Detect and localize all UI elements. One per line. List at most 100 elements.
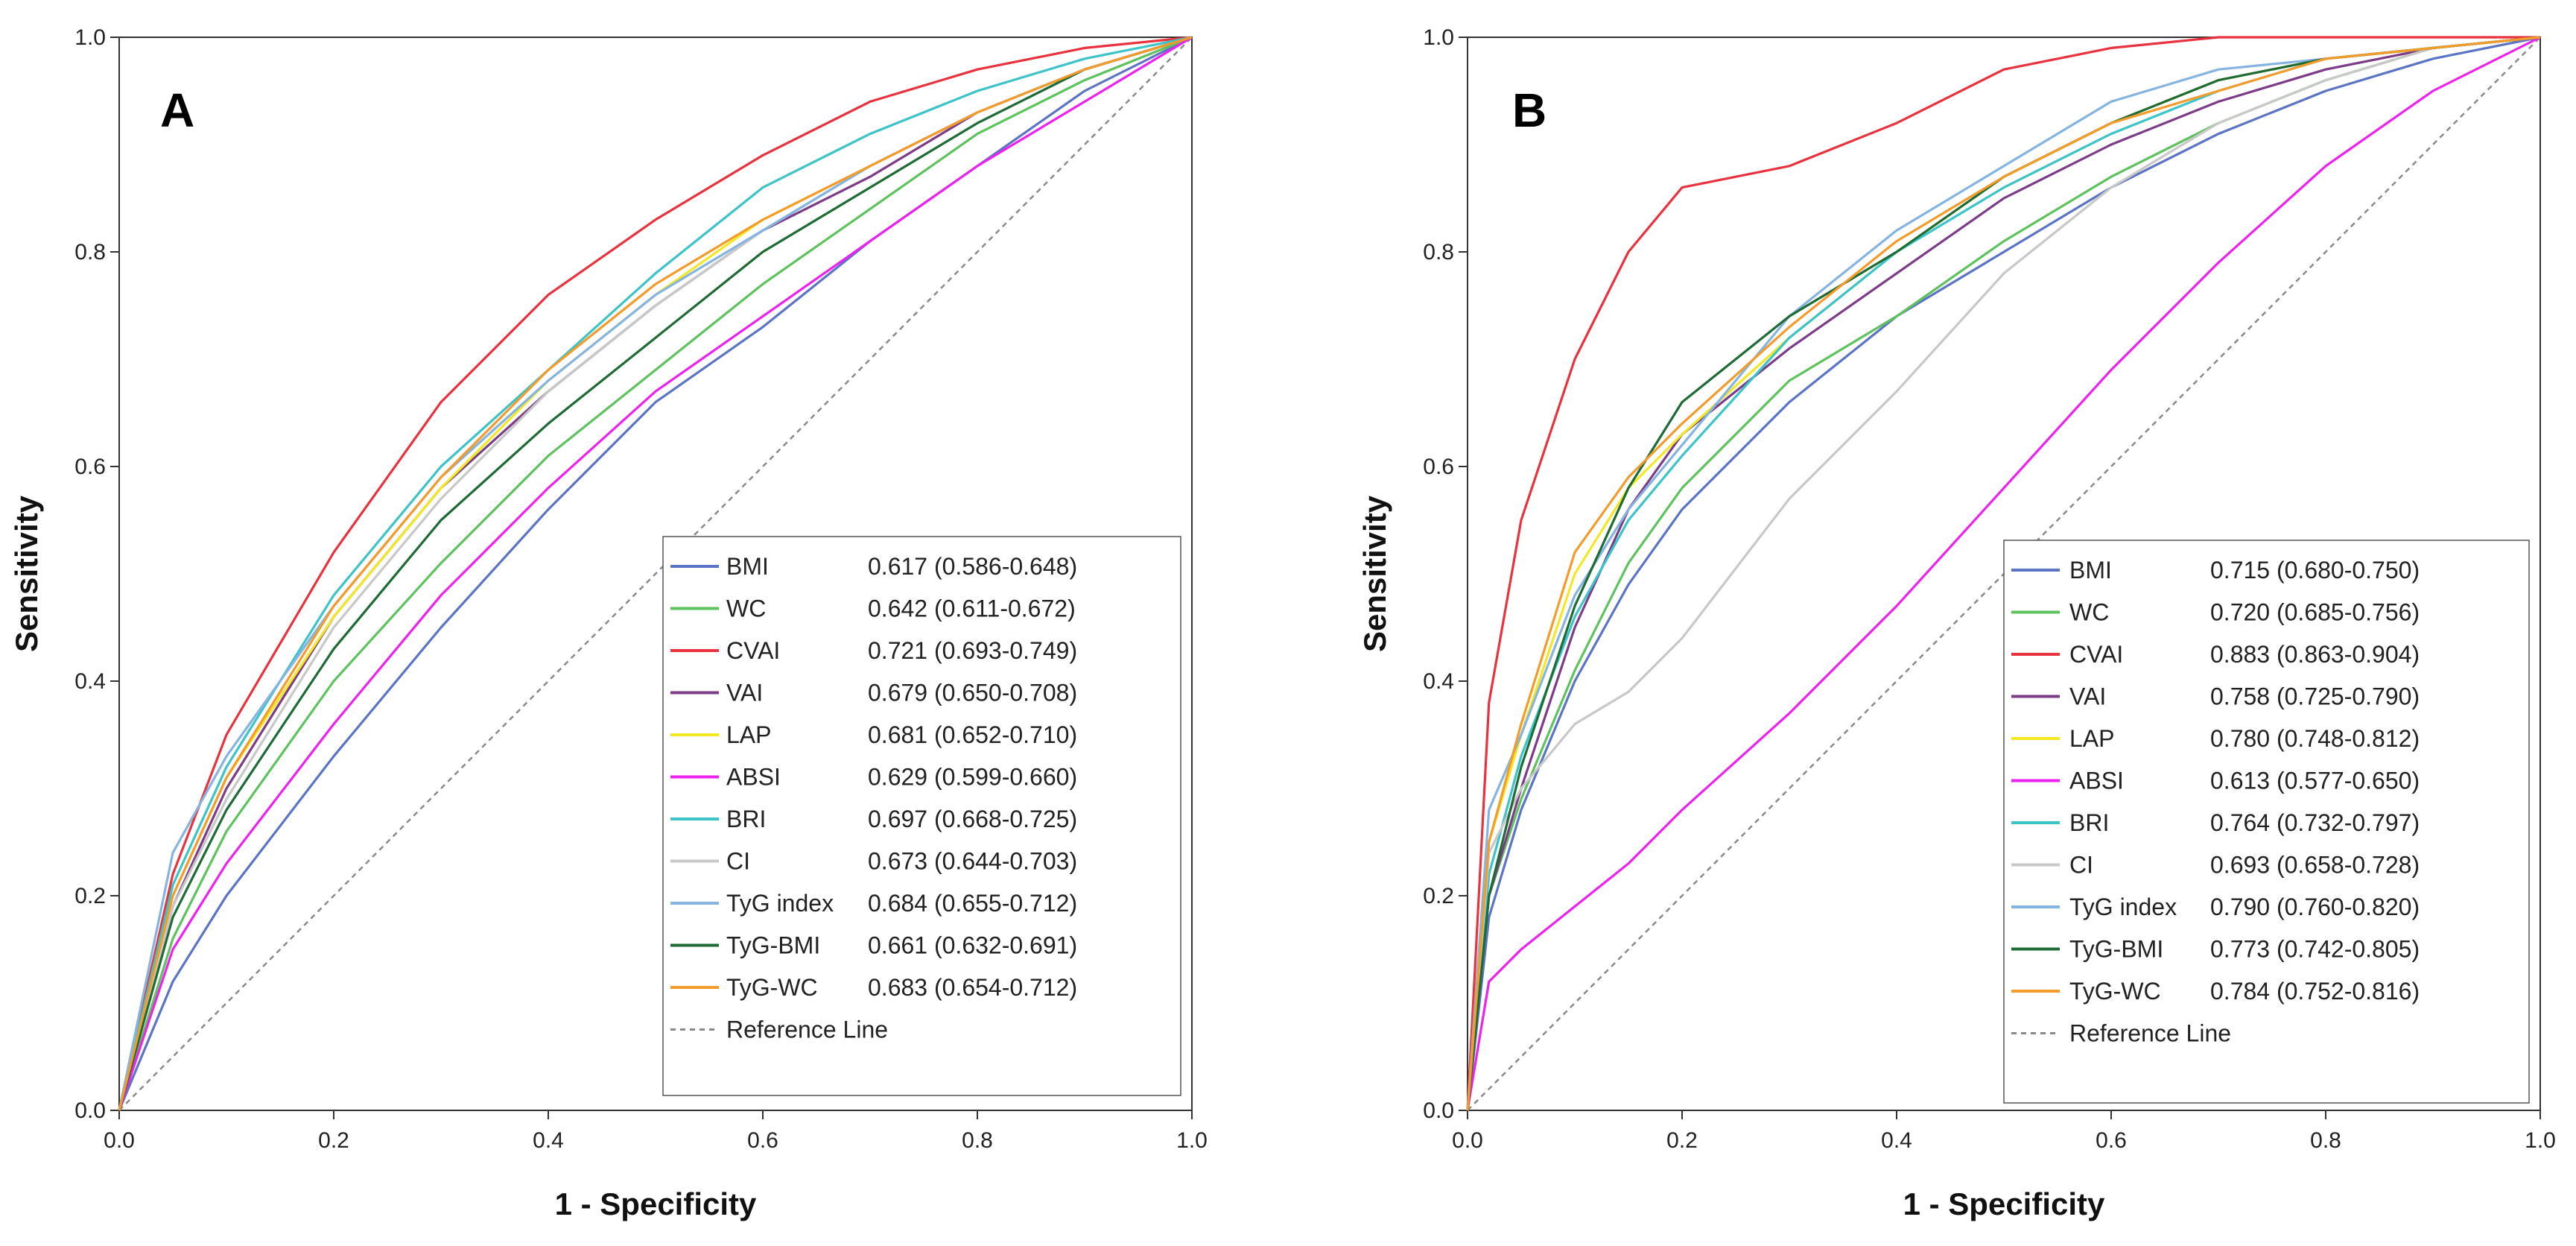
x-tick-label: 0.4 (533, 1128, 564, 1153)
legend-series-name: BMI (726, 553, 769, 580)
roc-curve-bmi (118, 36, 1193, 1111)
legend-series-name: CVAI (726, 637, 780, 664)
roc-curve-cvai (1466, 36, 2540, 1111)
x-tick-label: 0.0 (1452, 1128, 1483, 1153)
legend-series-auc: 0.693 (0.658-0.728) (2210, 852, 2420, 879)
y-tick-label: 0.0 (74, 1098, 106, 1123)
x-tick-label: 0.4 (1881, 1128, 1912, 1153)
legend-series-auc: 0.673 (0.644-0.703) (868, 848, 1077, 875)
legend-series-name: TyG-BMI (2069, 936, 2163, 963)
x-tick-label: 0.6 (747, 1128, 778, 1153)
roc-panel-a: 0.0 0.2 0.4 0.6 0.8 1.0 0.0 0.2 0.4 0.6 0.8 1.0 1 - … (9, 25, 1208, 1221)
legend-box (662, 536, 1181, 1096)
legend-series-auc: 0.758 (0.725-0.790) (2210, 683, 2420, 710)
y-tick-label: 0.8 (1423, 240, 1454, 265)
legend-series-auc: 0.683 (0.654-0.712) (868, 974, 1077, 1001)
legend-reference-label: Reference Line (726, 1016, 888, 1043)
x-tick-label: 0.8 (2310, 1128, 2341, 1153)
legend-series-auc: 0.721 (0.693-0.749) (868, 637, 1077, 664)
legend-series-auc: 0.784 (0.752-0.816) (2210, 978, 2420, 1005)
legend-series-name: CI (2069, 852, 2093, 879)
x-tick-label: 1.0 (2525, 1128, 2556, 1153)
legend-series-name: CI (726, 848, 750, 875)
legend-series-auc: 0.790 (0.760-0.820) (2210, 894, 2420, 920)
plot-frame (118, 37, 1193, 1111)
legend-series-name: ABSI (726, 764, 781, 791)
legend-series-name: BRI (2069, 809, 2109, 836)
y-tick-label: 1.0 (74, 25, 106, 50)
y-tick-label: 0.6 (1423, 455, 1454, 479)
panel-letter: A (160, 83, 194, 137)
legend-series-name: TyG-WC (2069, 978, 2161, 1005)
roc-curve-absi (1466, 36, 2541, 1111)
y-axis-label: Sensitivity (1357, 495, 1392, 652)
legend-series-name: BRI (726, 806, 766, 832)
roc-curve-bmi (1466, 36, 2541, 1111)
x-tick-label: 1.0 (1176, 1128, 1208, 1153)
legend-series-name: CVAI (2069, 641, 2123, 668)
legend-reference-label: Reference Line (2069, 1020, 2231, 1047)
y-tick-label: 0.2 (74, 884, 106, 908)
roc-curve-tyg-wc (118, 36, 1193, 1111)
legend-series-name: TyG index (2069, 894, 2177, 920)
legend-series-auc: 0.773 (0.742-0.805) (2210, 936, 2420, 963)
legend: BMI 0.715 (0.680-0.750) WC 0.720 (0.685-0.7… (2003, 540, 2530, 1104)
roc-curve-ci (1466, 36, 2541, 1111)
x-axis-label: 1 - Specificity (1903, 1186, 2105, 1221)
roc-curve-wc (118, 36, 1193, 1111)
legend-series-name: ABSI (2069, 768, 2124, 794)
y-tick-label: 0.6 (74, 455, 106, 479)
legend-series-name: WC (2069, 599, 2109, 626)
y-tick-label: 0.0 (1423, 1098, 1454, 1123)
legend-series-auc: 0.681 (0.652-0.710) (868, 721, 1077, 748)
legend-series-auc: 0.617 (0.586-0.648) (868, 553, 1077, 580)
y-tick-label: 0.4 (74, 669, 106, 694)
y-tick-label: 0.2 (1423, 884, 1454, 908)
legend-series-name: TyG-BMI (726, 932, 820, 959)
panel-letter: B (1512, 83, 1546, 137)
legend-series-name: LAP (2069, 725, 2114, 752)
roc-curve-cvai (118, 36, 1193, 1111)
legend-series-name: TyG-WC (726, 974, 818, 1001)
y-tick-label: 1.0 (1423, 25, 1454, 50)
roc-curve-absi (118, 36, 1193, 1111)
legend-series-name: VAI (726, 680, 763, 706)
legend-series-auc: 0.684 (0.655-0.712) (868, 890, 1077, 917)
legend-series-name: BMI (2069, 557, 2112, 584)
x-tick-label: 0.0 (104, 1128, 135, 1153)
legend-series-auc: 0.883 (0.863-0.904) (2210, 641, 2420, 668)
legend-series-name: TyG index (726, 890, 834, 917)
legend-series-auc: 0.780 (0.748-0.812) (2210, 725, 2420, 752)
legend-series-auc: 0.679 (0.650-0.708) (868, 680, 1077, 706)
x-tick-label: 0.2 (318, 1128, 349, 1153)
roc-curve-tyg-wc (1466, 36, 2541, 1111)
roc-curve-tyg-bmi (118, 36, 1193, 1111)
reference-line (118, 37, 1193, 1111)
legend-series-auc: 0.629 (0.599-0.660) (868, 764, 1077, 791)
x-tick-label: 0.8 (962, 1128, 993, 1153)
legend-series-auc: 0.613 (0.577-0.650) (2210, 768, 2420, 794)
legend-series-name: LAP (726, 721, 771, 748)
legend: BMI 0.617 (0.586-0.648) WC 0.642 (0.611-0.6… (662, 536, 1181, 1096)
legend-series-auc: 0.715 (0.680-0.750) (2210, 557, 2420, 584)
legend-series-auc: 0.661 (0.632-0.691) (868, 932, 1077, 959)
legend-series-name: WC (726, 595, 766, 622)
legend-series-auc: 0.697 (0.668-0.725) (868, 806, 1077, 832)
y-axis-label: Sensitivity (9, 495, 44, 652)
legend-series-auc: 0.764 (0.732-0.797) (2210, 809, 2420, 836)
roc-curve-bri (118, 36, 1193, 1111)
y-tick-label: 0.8 (74, 240, 106, 265)
roc-curve-vai (1466, 36, 2541, 1111)
y-tick-label: 0.4 (1423, 669, 1454, 694)
legend-series-name: VAI (2069, 683, 2106, 710)
x-tick-label: 0.2 (1666, 1128, 1698, 1153)
plot-frame (1467, 37, 2541, 1111)
legend-box (2003, 540, 2530, 1104)
legend-series-auc: 0.720 (0.685-0.756) (2210, 599, 2420, 626)
x-axis-label: 1 - Specificity (555, 1186, 757, 1221)
legend-series-auc: 0.642 (0.611-0.672) (868, 595, 1076, 622)
roc-panel-b: 0.0 0.2 0.4 0.6 0.8 1.0 0.0 0.2 0.4 0.6 0.8 1.0 1 - … (1357, 25, 2556, 1221)
roc-curve-tyg-index (1466, 36, 2541, 1111)
x-tick-label: 0.6 (2096, 1128, 2127, 1153)
